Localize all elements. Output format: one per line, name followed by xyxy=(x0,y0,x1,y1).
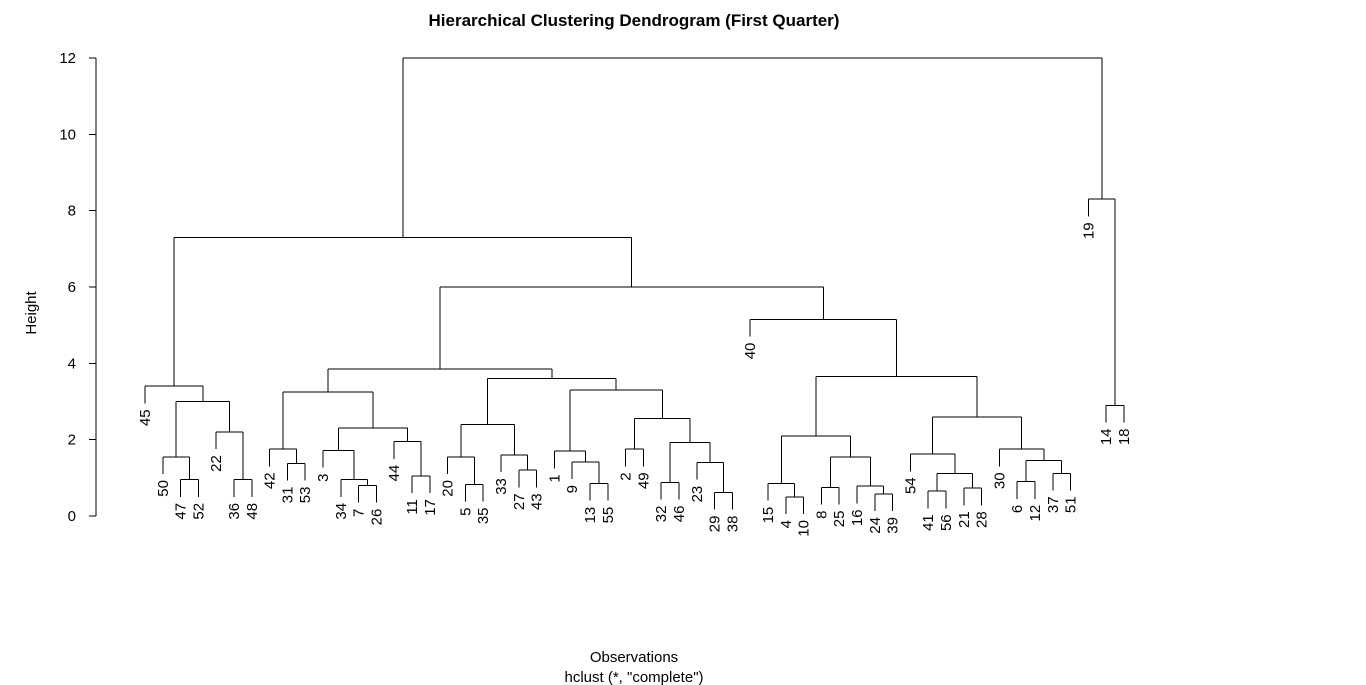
leaf-label: 40 xyxy=(742,343,759,360)
leaf-label: 10 xyxy=(796,520,813,537)
leaf-label: 26 xyxy=(368,509,385,526)
leaf-label: 45 xyxy=(137,409,154,426)
leaf-label: 47 xyxy=(173,503,190,520)
y-tick-label: 4 xyxy=(68,355,76,372)
leaf-label: 44 xyxy=(386,465,403,482)
chart-title: Hierarchical Clustering Dendrogram (Firs… xyxy=(429,11,840,30)
leaf-label: 22 xyxy=(208,455,225,472)
leaf-label: 13 xyxy=(582,507,599,524)
leaf-label: 5 xyxy=(457,507,474,515)
leaf-label: 41 xyxy=(920,514,937,531)
leaf-label: 33 xyxy=(493,478,510,495)
leaf-label: 52 xyxy=(190,503,207,520)
leaf-label: 17 xyxy=(422,499,439,516)
y-axis-label: Height xyxy=(23,290,40,334)
leaf-label: 35 xyxy=(475,507,492,524)
leaf-label: 50 xyxy=(155,480,172,497)
leaf-label: 6 xyxy=(1009,505,1026,513)
leaf-label: 15 xyxy=(760,507,777,524)
leaf-label: 7 xyxy=(351,509,368,517)
leaf-label: 20 xyxy=(440,480,457,497)
y-tick-label: 2 xyxy=(68,432,76,449)
leaf-label: 51 xyxy=(1063,496,1080,513)
leaf-label: 12 xyxy=(1027,505,1044,522)
leaf-label: 39 xyxy=(885,517,902,534)
method-sublabel: hclust (*, "complete") xyxy=(564,669,703,685)
y-tick-label: 6 xyxy=(68,279,76,296)
leaf-label: 14 xyxy=(1098,428,1115,445)
y-tick-label: 12 xyxy=(59,50,76,67)
leaf-label: 49 xyxy=(635,472,652,489)
leaf-label: 24 xyxy=(867,517,884,534)
y-tick-label: 0 xyxy=(68,508,76,525)
leaf-label: 38 xyxy=(724,516,741,533)
leaf-label: 54 xyxy=(902,477,919,494)
leaf-label: 53 xyxy=(297,487,314,504)
leaf-label: 4 xyxy=(778,520,795,528)
leaf-label: 19 xyxy=(1080,222,1097,239)
leaf-label: 31 xyxy=(279,487,296,504)
leaf-label: 18 xyxy=(1116,428,1133,445)
leaf-label: 2 xyxy=(618,472,635,480)
y-tick-label: 8 xyxy=(68,203,76,220)
leaf-label: 8 xyxy=(813,511,830,519)
leaf-label: 42 xyxy=(262,472,279,489)
leaf-label: 28 xyxy=(974,511,991,528)
leaf-label: 30 xyxy=(991,472,1008,489)
leaf-label: 32 xyxy=(653,506,670,523)
leaf-label: 27 xyxy=(511,493,528,510)
leaf-label: 48 xyxy=(244,503,261,520)
leaf-label: 56 xyxy=(938,514,955,531)
leaf-label: 21 xyxy=(956,511,973,528)
leaf-label: 46 xyxy=(671,506,688,523)
leaf-label: 11 xyxy=(404,499,421,515)
leaf-label: 1 xyxy=(546,474,563,482)
leaf-label: 3 xyxy=(315,474,332,482)
leaf-label: 34 xyxy=(333,503,350,520)
leaf-label: 55 xyxy=(600,507,617,524)
leaf-label: 25 xyxy=(831,511,848,528)
leaf-label: 16 xyxy=(849,509,866,526)
x-axis-label: Observations xyxy=(590,649,678,666)
y-axis: 0 2 4 6 8 10 12 xyxy=(59,50,97,525)
dendrogram-branches xyxy=(144,57,1125,515)
y-tick-label: 10 xyxy=(59,126,76,143)
leaf-label: 37 xyxy=(1045,496,1062,513)
leaf-label: 9 xyxy=(564,485,581,493)
leaf-label: 23 xyxy=(689,486,706,503)
leaf-label: 29 xyxy=(707,516,724,533)
leaf-label: 36 xyxy=(226,503,243,520)
leaf-label: 43 xyxy=(529,493,546,510)
